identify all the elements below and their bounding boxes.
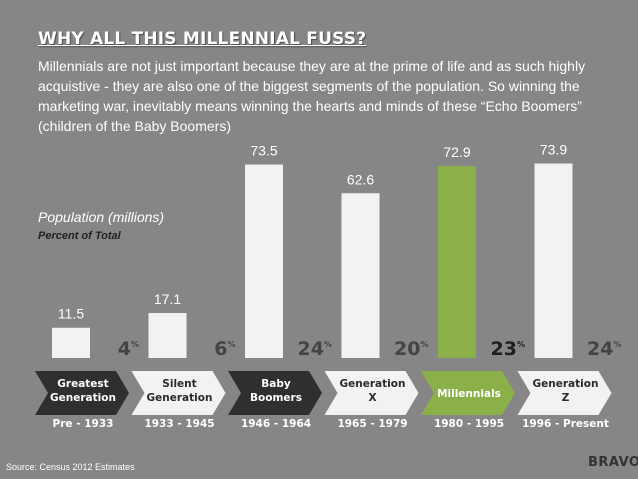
bravo-logo: BRAVO xyxy=(588,455,638,470)
percent-symbol-1: % xyxy=(227,340,235,349)
bar-2 xyxy=(245,164,283,358)
bar-0 xyxy=(52,327,90,358)
generation-name-1-1: Generation xyxy=(147,392,213,404)
value-label-1: 17.1 xyxy=(154,291,181,307)
generation-name-3-1: X xyxy=(368,392,376,404)
generation-arrow-0 xyxy=(35,371,129,415)
years-label-3: 1965 - 1979 xyxy=(337,418,407,430)
bar-5 xyxy=(534,163,573,358)
percent-label-5: 24% xyxy=(587,338,621,360)
y-axis-label: Population (millions) xyxy=(38,209,165,225)
generation-name-2-1: Boomers xyxy=(250,392,302,404)
generation-name-4-0: Millennials xyxy=(437,388,501,400)
value-label-4: 72.9 xyxy=(443,144,470,160)
source-note: Source: Census 2012 Estimates xyxy=(6,462,135,472)
generation-name-3-0: Generation xyxy=(340,378,406,390)
percent-label-1: 6% xyxy=(214,338,235,360)
years-label-1: 1933 - 1945 xyxy=(144,418,214,430)
generation-name-0-0: Greatest xyxy=(57,378,108,390)
percent-symbol-5: % xyxy=(613,340,621,349)
years-label-2: 1946 - 1964 xyxy=(241,418,311,430)
generation-name-0-1: Generation xyxy=(50,392,116,404)
generation-arrow-3 xyxy=(324,371,419,415)
percent-symbol-3: % xyxy=(420,340,428,349)
percent-symbol-0: % xyxy=(131,340,139,349)
generation-arrow-2 xyxy=(228,371,322,415)
years-label-5: 1996 - Present xyxy=(522,418,609,430)
value-label-0: 11.5 xyxy=(58,306,84,322)
bar-1 xyxy=(148,313,187,358)
generation-name-5-0: Generation xyxy=(533,378,599,390)
percent-label-0: 4% xyxy=(118,338,139,360)
value-label-2: 73.5 xyxy=(250,143,277,159)
generation-name-2-0: Baby xyxy=(261,378,291,390)
bar-3 xyxy=(341,193,380,358)
value-label-3: 62.6 xyxy=(347,171,374,187)
years-label-0: Pre - 1933 xyxy=(53,418,114,430)
percent-label-2: 24% xyxy=(298,338,332,360)
percent-label-3: 20% xyxy=(394,338,428,360)
generation-name-1-0: Silent xyxy=(162,378,196,390)
value-label-5: 73.9 xyxy=(540,142,567,158)
percent-note: Percent of Total xyxy=(38,230,121,242)
generation-arrow-5 xyxy=(517,371,612,415)
percent-symbol-2: % xyxy=(324,340,332,349)
years-label-4: 1980 - 1995 xyxy=(434,418,504,430)
page-title: WHY ALL THIS MILLENNIAL FUSS? xyxy=(38,29,367,49)
generation-arrow-1 xyxy=(131,371,226,415)
generation-name-5-1: Z xyxy=(562,392,570,404)
percent-label-4: 23% xyxy=(491,338,525,360)
bar-4 xyxy=(438,166,476,358)
percent-symbol-4: % xyxy=(517,340,525,349)
generation-arrow-4 xyxy=(421,371,515,415)
intro-paragraph: Millennials are not just important becau… xyxy=(38,58,586,134)
